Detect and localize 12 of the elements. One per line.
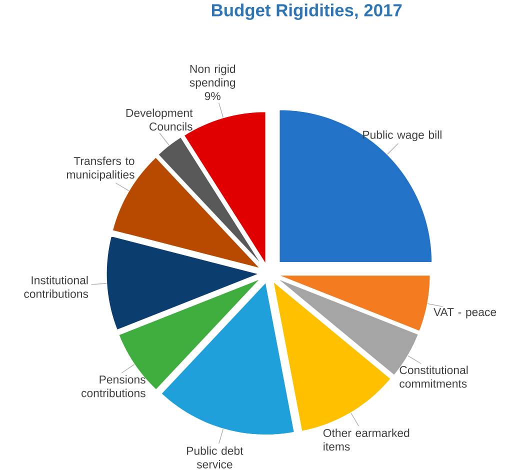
slice-label: Other earmarked items: [323, 428, 410, 451]
slice-label: Non rigid spending: [190, 64, 236, 90]
slice-label: Pensions contributions: [82, 375, 146, 398]
data-label: 9%: [204, 92, 220, 100]
chart-title: Budget Rigidities, 2017: [212, 4, 402, 20]
slice-label: Public wage bill: [363, 130, 442, 142]
slice-label: Transfers to municipalities: [66, 156, 134, 182]
slice-label: Constitutional commitments: [400, 366, 468, 388]
slice-label: VAT - peace: [434, 308, 496, 319]
slice-label: Development Councils: [126, 108, 193, 131]
slice-label: Institutional contributions: [24, 276, 88, 298]
slice-label: Public debt service: [187, 446, 244, 469]
